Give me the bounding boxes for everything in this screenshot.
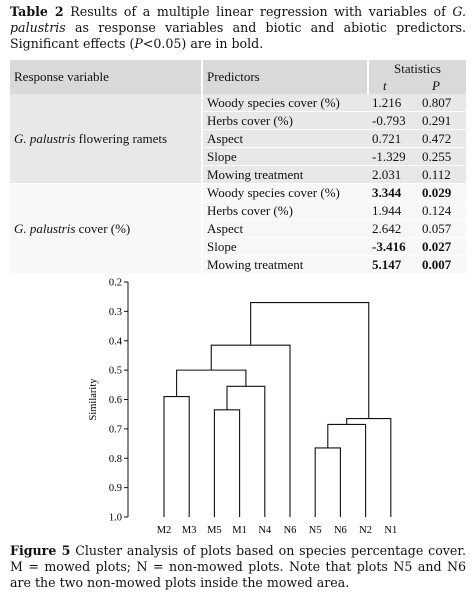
table-row: Herbs cover (%) -0.793 0.291 — [10, 111, 466, 130]
dendrogram-branch — [327, 423, 367, 517]
header-response-variable: Response variable — [10, 60, 202, 94]
leaf-label: M2 — [157, 525, 172, 536]
table-row: G. palustris flowering ramets Woody speci… — [10, 94, 466, 184]
y-axis-label: Similarity — [88, 378, 99, 421]
t-value-cell: 0.721 — [368, 129, 418, 148]
y-tick-label: 0.6 — [109, 395, 122, 406]
p-value-cell: 0.807 — [418, 94, 466, 112]
figure-caption: Figure 5 Cluster analysis of plots based… — [10, 543, 466, 591]
y-tick-label: 0.2 — [109, 278, 122, 289]
regression-table: Response variable Predictors Statistics … — [10, 60, 466, 274]
y-axis: 0.2 0.3 0.4 0.5 0.6 0.7 0.8 0.9 1.0 Similarity — [88, 278, 129, 524]
predictor-cell: Woody species cover (%) — [201, 94, 368, 112]
p-value-cell: 0.472 — [418, 129, 466, 148]
t-value-cell: -3.416 — [368, 237, 418, 256]
table-label: Table 2 — [10, 4, 64, 19]
header-p: P — [418, 77, 466, 94]
dendrogram-branch — [226, 385, 266, 517]
figure-caption-text: Cluster analysis of plots based on speci… — [10, 543, 466, 590]
t-value-cell: 2.031 — [368, 165, 418, 184]
response-variable-cell: G. palustris cover (%) — [10, 183, 202, 274]
table-caption-text-c: <0.05) are in bold. — [142, 36, 264, 51]
y-tick-label: 1.0 — [109, 513, 122, 524]
p-value-cell: 0.124 — [418, 201, 466, 220]
table-row: Aspect 0.721 0.472 — [10, 129, 466, 148]
dendrogram-figure: 0.2 0.3 0.4 0.5 0.6 0.7 0.8 0.9 1.0 Similarity M2… — [88, 278, 398, 537]
p-value-cell: 0.027 — [418, 237, 466, 256]
predictor-cell: Slope — [201, 237, 368, 256]
header-predictors: Predictors — [201, 60, 368, 94]
table-caption-text-a: Results of a multiple linear regression … — [63, 4, 453, 19]
leaf-labels: M2 M3 M5 M1 N4 N6 N5 N6 N2 N1 — [157, 525, 398, 536]
predictor-cell: Herbs cover (%) — [201, 111, 368, 130]
t-value-cell: 3.344 — [368, 183, 418, 202]
table-row: Herbs cover (%) 1.944 0.124 — [10, 201, 466, 220]
predictor-cell: Aspect — [201, 219, 368, 238]
table-row: Slope -3.416 0.027 — [10, 237, 466, 256]
leaf-label: N1 — [384, 525, 397, 536]
table-caption-p: P — [134, 36, 143, 51]
leaf-label: N6 — [284, 525, 297, 536]
leaf-label: N4 — [258, 525, 272, 536]
table-row: Mowing treatment 2.031 0.112 — [10, 165, 466, 184]
leaf-label: M1 — [232, 525, 247, 536]
dendrogram-branch — [250, 302, 370, 419]
table-row: Slope -1.329 0.255 — [10, 147, 466, 166]
t-value-cell: -0.793 — [368, 111, 418, 130]
y-tick-label: 0.4 — [109, 336, 123, 347]
predictor-cell: Herbs cover (%) — [201, 201, 368, 220]
dendrogram-branch — [163, 396, 190, 517]
dendrogram-branches — [163, 302, 392, 517]
header-statistics: Statistics — [367, 60, 466, 77]
predictor-cell: Mowing treatment — [201, 255, 368, 274]
dendrogram-branch — [314, 447, 341, 517]
leaf-label: N5 — [309, 525, 322, 536]
dendrogram-branch — [346, 418, 392, 517]
predictor-cell: Mowing treatment — [201, 165, 368, 184]
t-value-cell: 5.147 — [368, 255, 418, 274]
header-t: t — [367, 77, 418, 94]
predictor-cell: Woody species cover (%) — [201, 183, 368, 202]
predictor-cell: Slope — [201, 147, 368, 166]
p-value-cell: 0.057 — [418, 219, 466, 238]
predictor-cell: Aspect — [201, 129, 368, 148]
dendrogram-branch — [213, 409, 241, 517]
p-value-cell: 0.291 — [418, 111, 466, 130]
table-row: Mowing treatment 5.147 0.007 — [10, 255, 466, 274]
leaf-label: N2 — [359, 525, 372, 536]
table-caption-species: G. palustris — [10, 4, 466, 35]
response-species: G. palustris — [14, 130, 76, 146]
p-value-cell: 0.007 — [418, 255, 466, 274]
response-species: G. palustris — [14, 220, 76, 236]
y-tick-label: 0.5 — [109, 366, 122, 377]
leaf-label: M3 — [182, 525, 197, 536]
response-suffix: cover (%) — [75, 220, 131, 236]
y-tick-label: 0.3 — [109, 307, 122, 318]
table-caption: Table 2 Results of a multiple linear reg… — [10, 4, 466, 52]
figure-label: Figure 5 — [10, 543, 71, 558]
dendrogram-branch — [210, 344, 291, 517]
table-body: G. palustris flowering ramets Woody speci… — [10, 94, 466, 274]
response-suffix: flowering ramets — [75, 130, 168, 146]
y-tick-label: 0.9 — [109, 483, 122, 494]
p-value-cell: 0.112 — [418, 165, 466, 184]
table-row: G. palustris cover (%) Woody species cove… — [10, 183, 466, 274]
p-value-cell: 0.255 — [418, 147, 466, 166]
t-value-cell: 2.642 — [368, 219, 418, 238]
dendrogram-branch — [176, 369, 247, 397]
y-tick-label: 0.8 — [109, 454, 122, 465]
t-value-cell: 1.216 — [368, 94, 418, 112]
leaf-label: N6 — [334, 525, 347, 536]
t-value-cell: -1.329 — [368, 147, 418, 166]
leaf-label: M5 — [207, 525, 222, 536]
p-value-cell: 0.029 — [418, 183, 466, 202]
t-value-cell: 1.944 — [368, 201, 418, 220]
table-row: Aspect 2.642 0.057 — [10, 219, 466, 238]
y-tick-label: 0.7 — [109, 424, 122, 435]
table-caption-text-b: as response variables and biotic and abi… — [10, 20, 466, 51]
response-variable-cell: G. palustris flowering ramets — [10, 94, 202, 184]
